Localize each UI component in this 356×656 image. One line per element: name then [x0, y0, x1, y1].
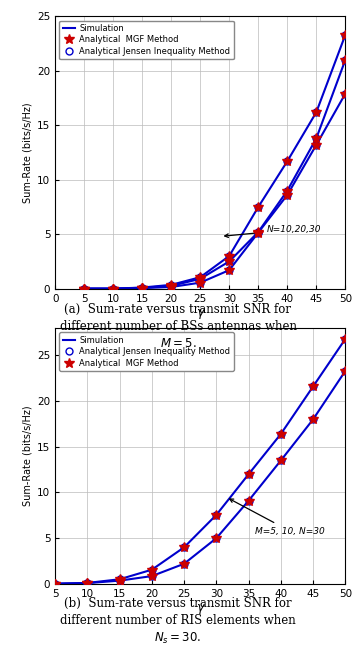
Y-axis label: Sum-Rate (bits/s/Hz): Sum-Rate (bits/s/Hz) — [23, 102, 33, 203]
Text: (a)  Sum-rate versus transmit SNR for
different number of BSs antennas when
$M =: (a) Sum-rate versus transmit SNR for dif… — [59, 303, 297, 350]
Legend: Simulation, Analytical Jensen Inequality Method, Analytical  MGF Method: Simulation, Analytical Jensen Inequality… — [59, 332, 234, 371]
Legend: Simulation, Analytical  MGF Method, Analytical Jensen Inequality Method: Simulation, Analytical MGF Method, Analy… — [59, 20, 234, 59]
Text: (b)  Sum-rate versus transmit SNR for
different number of RIS elements when
$N_s: (b) Sum-rate versus transmit SNR for dif… — [60, 597, 296, 646]
X-axis label: γ: γ — [197, 306, 204, 319]
X-axis label: γ: γ — [197, 602, 204, 615]
Text: M=5, 10, N=30: M=5, 10, N=30 — [230, 499, 325, 535]
Text: N=10,20,30: N=10,20,30 — [225, 225, 321, 237]
Y-axis label: Sum-Rate (bits/s/Hz): Sum-Rate (bits/s/Hz) — [23, 405, 33, 506]
